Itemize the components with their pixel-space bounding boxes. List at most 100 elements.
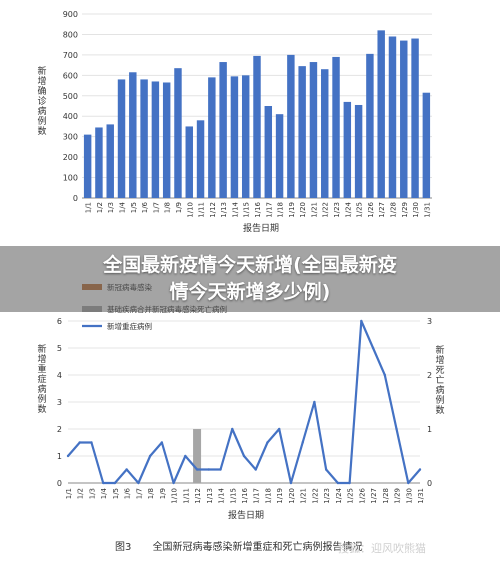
x-tick-label: 1/2 [77,488,85,499]
x-tick-label: 1/5 [112,488,120,499]
x-tick-label: 1/17 [265,202,273,218]
data-point [395,427,398,431]
x-tick-label: 1/26 [358,487,366,503]
data-point [383,373,386,377]
bar [83,134,92,198]
x-tick-label: 1/15 [243,202,251,218]
data-point [102,481,105,485]
y-tick-label: 2 [57,425,62,434]
bar [275,114,284,198]
bar [162,82,171,198]
x-tick-label: 1/8 [147,488,155,499]
y-tick-label: 500 [63,92,78,101]
bar [343,101,352,198]
y-axis-title: 新增确诊病例数 [37,65,46,137]
bar [400,40,408,199]
x-tick-label: 1/2 [96,202,104,213]
y2-tick-label: 3 [427,317,432,326]
x-tick-label: 1/23 [323,488,331,504]
x-tick-label: 1/25 [347,488,355,504]
bar [174,68,182,198]
x-tick-label: 1/4 [119,201,127,213]
bar [321,69,329,198]
x-tick-label: 1/30 [412,202,420,218]
bar [117,79,126,198]
watermark: 搜狐：迎风吹熊猫 [338,542,426,555]
data-point [418,468,422,471]
x-tick-label: 1/10 [171,488,179,504]
x-tick-label: 1/12 [194,488,202,504]
x-tick-label: 1/4 [100,487,108,499]
death-bar [193,429,202,483]
x-tick-label: 1/14 [231,201,239,217]
data-point [125,468,128,471]
y-tick-label: 600 [63,71,78,80]
x-tick-label: 1/17 [253,488,261,504]
data-point [278,427,281,431]
x-tick-label: 1/31 [417,488,425,504]
data-point [242,454,246,458]
y-tick-label: 800 [63,30,78,39]
confirmed-cases-bar-chart: 0 100 200 300 400 500 600 700 800 900 1/1 1/2 1/3 1/4… [37,10,432,234]
x-tick-label: 1/1 [65,488,73,499]
x-tick-label: 1/1 [85,202,93,213]
x-tick-label: 1/27 [370,488,378,504]
x-tick-label: 1/8 [164,202,172,213]
data-point [336,481,340,485]
x-tick-label: 1/21 [300,488,308,504]
bar [219,62,227,198]
data-point [172,481,175,485]
bar [95,127,103,198]
x-tick-label: 1/26 [367,201,375,217]
bar [354,104,363,198]
x-tick-label: 1/18 [277,202,285,218]
severe-death-line-chart: 0 1 2 3 4 5 6 0 1 2 3 1/1 1/2 1/3 1/4 1/5 1/6 1/7 1/8 1/9 1/… [37,282,444,521]
data-point [219,468,222,471]
x-tick-label: 1/11 [198,202,206,218]
x-tick-label: 1/22 [322,202,330,218]
bar [208,77,216,198]
data-point [371,346,375,350]
bar [309,62,318,198]
y-tick-label: 0 [73,194,78,203]
bar [253,55,261,199]
x-tick-label: 1/22 [311,488,319,504]
x-tick-label: 1/24 [344,201,352,217]
figure-caption: 图3 全国新冠病毒感染新增重症和死亡病例报告情况 [115,538,363,553]
x-tick-label: 1/20 [299,202,307,218]
bar [241,75,250,198]
y-tick-label: 4 [57,371,62,380]
y2-tick-label: 2 [427,371,432,380]
x-tick-label: 1/19 [288,202,296,218]
data-point [313,400,316,404]
data-point [360,319,363,323]
banner-line-1: 全国最新疫情今天新增(全国最新疫 [103,254,397,276]
y-tick-label: 0 [57,479,62,488]
x-tick-label: 1/21 [310,202,318,218]
bar [196,120,205,198]
y-axis-title: 新增重症病例数 [37,343,46,415]
data-point [254,468,257,471]
y2-tick-label: 1 [427,425,432,434]
y-tick-label: 200 [63,153,78,162]
y2-axis-title: 新增死亡病例数 [435,344,444,416]
y-tick-label: 6 [57,317,62,326]
bar [140,79,148,198]
x-tick-label: 1/3 [107,202,115,213]
x-tick-label: 1/6 [124,487,132,499]
bar [129,72,137,198]
data-point [195,468,199,471]
data-point [407,481,410,485]
x-tick-label: 1/6 [141,201,149,213]
data-point [348,481,351,485]
figure-caption-text: 全国新冠病毒感染新增重症和死亡病例报告情况 [152,542,363,553]
bar [366,53,374,198]
data-point [90,441,93,444]
bar [298,66,306,198]
x-tick-label: 1/24 [335,487,343,503]
x-tick-label: 1/9 [175,202,183,213]
x-tick-label: 1/7 [152,202,160,213]
y-tick-label: 5 [57,344,62,353]
x-axis-title: 报告日期 [243,222,279,234]
